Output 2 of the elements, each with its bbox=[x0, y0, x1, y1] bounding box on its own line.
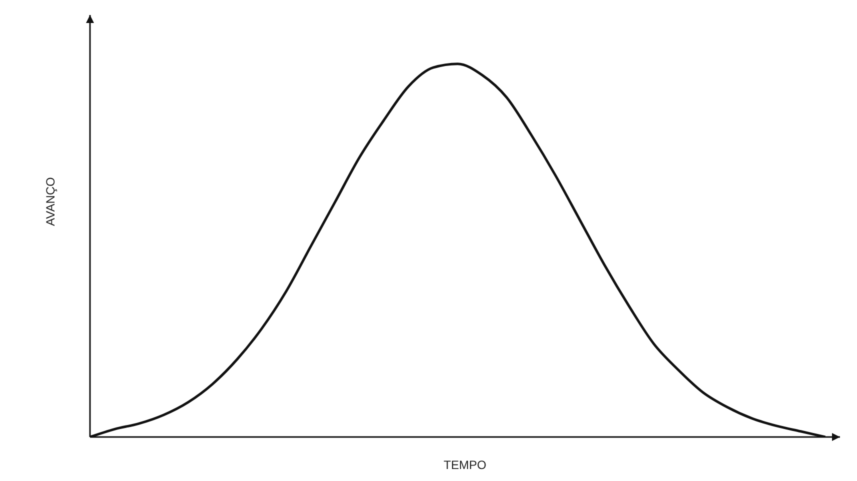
y-axis-title: AVANÇO bbox=[43, 177, 58, 226]
x-axis-title: TEMPO bbox=[444, 458, 486, 472]
